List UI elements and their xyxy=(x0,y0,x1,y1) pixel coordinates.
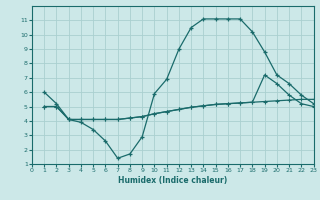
X-axis label: Humidex (Indice chaleur): Humidex (Indice chaleur) xyxy=(118,176,228,185)
